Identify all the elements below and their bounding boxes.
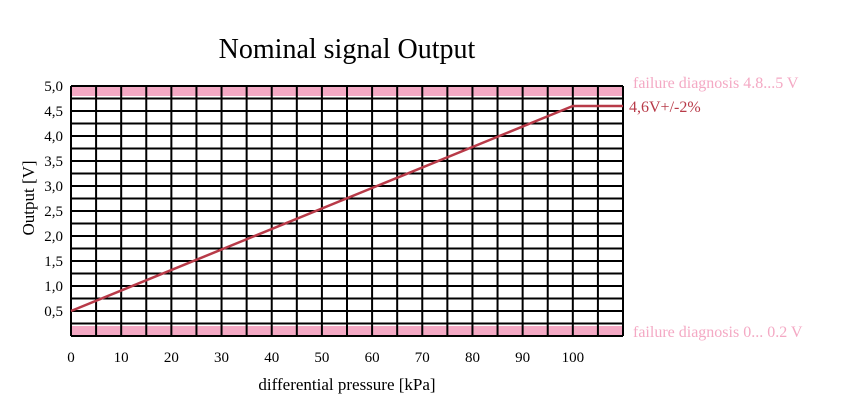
x-tick-labels: 0 10 20 30 40 50 60 70 80 90 100	[67, 350, 584, 366]
x-tick-label: 100	[562, 350, 585, 366]
y-tick-label: 3,0	[44, 179, 63, 195]
x-tick-label: 50	[314, 350, 329, 366]
failure-band-label: failure diagnosis 0... 0.2 V	[633, 324, 803, 341]
y-axis-label: Output [V]	[19, 160, 38, 235]
series	[70, 104, 623, 313]
y-tick-label: 3,5	[44, 154, 63, 170]
x-tick-label: 70	[415, 350, 430, 366]
failure-band-label: failure diagnosis 4.8...5 V	[633, 75, 799, 92]
x-tick-label: 40	[264, 350, 279, 366]
series-label: 4,6V+/-2%	[629, 99, 701, 116]
y-tick-label: 4,0	[44, 129, 63, 145]
x-tick-label: 60	[365, 350, 380, 366]
y-tick-label: 4,5	[44, 104, 63, 120]
y-tick-label: 2,5	[44, 204, 63, 220]
x-tick-label: 0	[67, 350, 75, 366]
x-tick-label: 10	[114, 350, 129, 366]
annotations: failure diagnosis 4.8...5 V failure diagn…	[629, 75, 803, 341]
y-tick-label: 1,5	[44, 254, 63, 270]
x-tick-label: 80	[465, 350, 480, 366]
x-axis-label: differential pressure [kPa]	[258, 375, 435, 394]
chart-title: Nominal signal Output	[219, 34, 476, 65]
y-tick-label: 5,0	[44, 79, 63, 95]
y-tick-label: 2,0	[44, 229, 63, 245]
series-line-0	[70, 104, 623, 313]
y-tick-labels: 0,5 1,0 1,5 2,0 2,5 3,0 3,5 4,0 4,5 5,0	[44, 79, 63, 320]
grid	[70, 85, 624, 337]
x-tick-label: 20	[164, 350, 179, 366]
y-tick-label: 1,0	[44, 279, 63, 295]
x-tick-label: 90	[515, 350, 530, 366]
y-tick-label: 0,5	[44, 304, 63, 320]
x-tick-label: 30	[214, 350, 229, 366]
